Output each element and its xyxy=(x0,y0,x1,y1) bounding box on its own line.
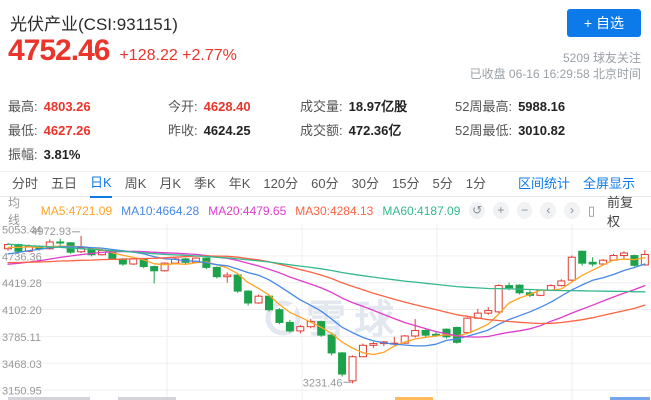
stat-prev-close: 昨收: 4624.25 xyxy=(168,123,251,138)
svg-text:3150.95: 3150.95 xyxy=(2,386,42,398)
tab-weekly-k[interactable]: 周K xyxy=(124,175,147,191)
stat-low: 最低: 4627.26 xyxy=(8,123,91,138)
page-title: 光伏产业(CSI:931151) xyxy=(10,15,178,34)
zoom-out-icon[interactable]: − xyxy=(516,202,533,219)
fullscreen-link[interactable]: 全屏显示 xyxy=(582,175,635,191)
stats-col-2: 今开: 4628.40 昨收: 4624.25 xyxy=(168,95,251,143)
price-change: +128.22 +2.77% xyxy=(119,47,237,64)
current-price: 4752.46 xyxy=(8,34,110,67)
stat-high: 最高: 4803.26 xyxy=(8,99,91,114)
stats-col-1: 最高: 4803.26 最低: 4627.26 振幅: 3.81% xyxy=(8,95,91,167)
svg-text:4972.93: 4972.93 xyxy=(31,226,71,238)
undo-icon[interactable]: ↺ xyxy=(469,202,486,219)
interval-stats-link[interactable]: 区间统计 xyxy=(517,175,570,191)
stat-52w-high: 52周最高: 5988.16 xyxy=(455,99,566,114)
ma10-legend: MA10:4664.28 xyxy=(121,203,200,218)
tab-quarterly-k[interactable]: 季K xyxy=(194,175,216,191)
tab-monthly-k[interactable]: 月K xyxy=(159,175,182,191)
zoom-in-icon[interactable]: + xyxy=(493,202,509,219)
ma30-legend: MA30:4284.13 xyxy=(295,203,374,218)
tab-5day[interactable]: 五日 xyxy=(51,175,78,191)
tab-15min[interactable]: 15分 xyxy=(392,175,420,191)
tab-daily-k[interactable]: 日K xyxy=(90,171,112,198)
stat-amplitude: 振幅: 3.81% xyxy=(8,147,81,162)
stat-open: 今开: 4628.40 xyxy=(168,99,251,114)
ma-prefix-label: 均线 xyxy=(8,195,21,227)
tab-1min[interactable]: 1分 xyxy=(465,175,486,191)
stats-col-3: 成交量: 18.97亿股 成交额: 472.36亿 xyxy=(300,95,407,143)
pan-left-icon[interactable]: ‹ xyxy=(540,202,557,219)
stat-52w-low: 52周最低: 3010.82 xyxy=(455,123,566,138)
tab-60min[interactable]: 60分 xyxy=(311,175,339,191)
tab-120min[interactable]: 120分 xyxy=(263,175,299,191)
ma5-legend: MA5:4721.09 xyxy=(40,203,113,218)
market-status: 已收盘 06-16 16:29:58 北京时间 xyxy=(469,67,641,81)
svg-text:3231.46: 3231.46 xyxy=(303,377,343,389)
adjust-mode-button[interactable]: 前复权 xyxy=(607,194,634,229)
ma60-legend: MA60:4187.09 xyxy=(382,203,461,218)
tab-yearly-k[interactable]: 年K xyxy=(228,175,251,191)
tab-30min[interactable]: 30分 xyxy=(351,175,380,191)
followers-count: 5209 球友关注 xyxy=(562,51,641,65)
chart-tools: ↺ + − ‹ › ▯ 前复权 xyxy=(469,192,643,230)
quote-price-row: 4752.46 +128.22 +2.77% xyxy=(8,34,237,68)
stats-col-4: 52周最高: 5988.16 52周最低: 3010.82 xyxy=(455,95,565,143)
tab-5min[interactable]: 5分 xyxy=(432,175,453,191)
period-tabs: 分时 五日 日K 周K 月K 季K 年K 120分 60分 30分 15分 5分… xyxy=(0,171,651,198)
clipped-volume-pane xyxy=(610,397,650,400)
svg-text:3785.11: 3785.11 xyxy=(2,332,41,344)
clipped-volume-pane xyxy=(395,397,433,400)
add-to-watchlist-button[interactable]: + 自选 xyxy=(566,9,641,37)
svg-text:5053.44: 5053.44 xyxy=(2,225,42,237)
svg-text:3468.03: 3468.03 xyxy=(2,359,42,371)
pan-right-icon[interactable]: › xyxy=(564,202,580,219)
mobile-icon[interactable]: ▯ xyxy=(587,203,595,218)
stat-volume: 成交量: 18.97亿股 xyxy=(300,99,408,114)
ma20-legend: MA20:4479.65 xyxy=(208,203,287,218)
stat-turnover: 成交额: 472.36亿 xyxy=(300,123,402,138)
ma-toolbar: 均线 MA5:4721.09 MA10:4664.28 MA20:4479.65… xyxy=(0,195,651,229)
svg-text:4736.36: 4736.36 xyxy=(2,251,42,263)
svg-text:4419.28: 4419.28 xyxy=(2,278,42,290)
svg-text:4102.20: 4102.20 xyxy=(2,305,42,317)
tab-minute[interactable]: 分时 xyxy=(12,175,39,191)
clipped-volume-pane xyxy=(8,397,90,400)
kline-chart[interactable]: 雪球5053.444736.364419.284102.203785.11346… xyxy=(0,224,651,400)
clipped-volume-pane xyxy=(118,397,176,400)
